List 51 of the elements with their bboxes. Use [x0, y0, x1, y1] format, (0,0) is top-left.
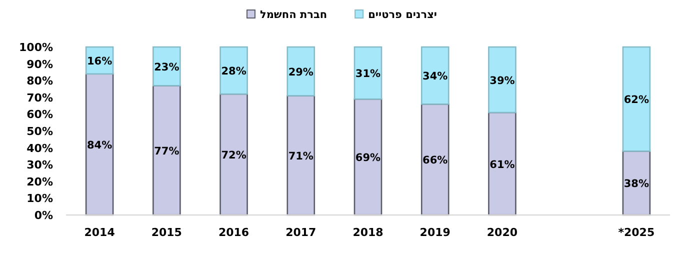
- data-label: 39%: [490, 74, 516, 87]
- bar: [622, 46, 651, 152]
- data-label: 66%: [422, 154, 448, 167]
- x-tick-label: 2018: [352, 226, 384, 239]
- x-tick-label: 2019: [420, 226, 450, 239]
- legend-label: יצרנים פרטיים: [368, 9, 438, 21]
- bar: [488, 112, 516, 216]
- data-label: 34%: [422, 70, 448, 83]
- y-tick-label: 30%: [26, 158, 53, 172]
- y-tick-label: 20%: [26, 175, 53, 188]
- bar: [220, 93, 248, 216]
- bar: [286, 95, 316, 216]
- y-tick-label: 60%: [26, 108, 53, 122]
- bar: [354, 98, 382, 216]
- data-label: 28%: [221, 66, 247, 78]
- x-tick-label: 2017: [286, 226, 316, 239]
- data-label: 38%: [624, 178, 650, 190]
- data-label: 71%: [288, 150, 314, 162]
- y-tick-label: 70%: [26, 91, 53, 104]
- data-label: 77%: [154, 145, 180, 158]
- data-label: 23%: [154, 61, 180, 74]
- y-tick-label: 50%: [26, 125, 53, 138]
- legend-label: חברת החשמל: [260, 9, 328, 21]
- y-tick-label: 0%: [34, 209, 53, 222]
- bar: [488, 46, 516, 114]
- x-tick-label: 2016: [218, 226, 250, 239]
- data-label: 69%: [355, 152, 382, 164]
- y-tick-label: 10%: [26, 192, 53, 206]
- x-tick-label: 2020: [486, 226, 518, 239]
- x-tick-label: *2025: [618, 226, 655, 239]
- bar: [286, 46, 316, 96]
- data-label: 72%: [221, 150, 247, 162]
- data-label: 29%: [288, 66, 314, 78]
- bar: [220, 46, 248, 95]
- data-label: 62%: [624, 94, 650, 106]
- bar: [420, 103, 450, 216]
- bar: [152, 46, 181, 86]
- y-tick-label: 90%: [26, 58, 53, 71]
- data-label: 84%: [86, 139, 113, 152]
- bar: [420, 46, 450, 105]
- bar: [152, 84, 181, 216]
- y-tick-label: 100%: [19, 41, 53, 54]
- x-tick-label: 2015: [151, 226, 182, 239]
- y-tick-label: 80%: [26, 74, 53, 88]
- bar: [354, 46, 382, 100]
- bar: [85, 73, 114, 216]
- y-tick-label: 40%: [26, 142, 53, 155]
- x-tick-label: 2014: [84, 226, 116, 239]
- data-label: 16%: [86, 55, 113, 68]
- data-label: 61%: [490, 158, 516, 171]
- data-label: 31%: [355, 68, 382, 80]
